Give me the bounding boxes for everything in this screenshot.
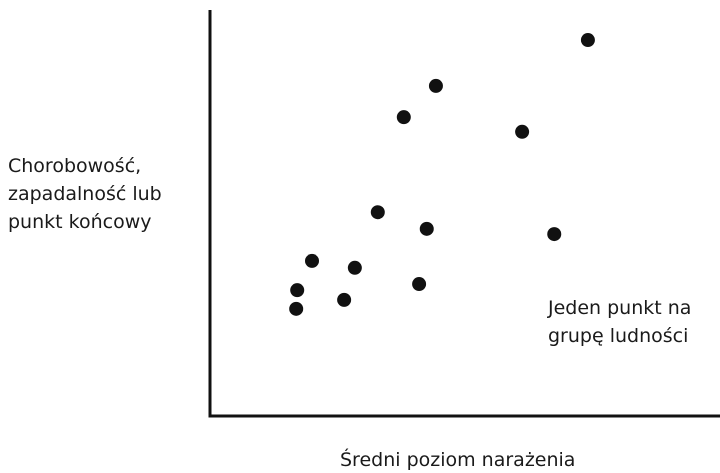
data-point	[337, 292, 352, 307]
data-point	[419, 221, 434, 236]
annotation: Jeden punkt na	[547, 297, 691, 319]
y-axis-label: Chorobowość,	[8, 155, 141, 177]
data-point	[396, 110, 411, 125]
y-axis-label: punkt końcowy	[8, 211, 151, 233]
data-point	[412, 277, 427, 292]
data-point	[580, 33, 595, 48]
y-axis-label: zapadalność lub	[8, 183, 162, 205]
data-point	[290, 283, 305, 298]
data-point	[289, 301, 304, 316]
x-axis-label: Średni poziom narażenia	[340, 447, 575, 471]
data-point	[547, 227, 562, 242]
data-point	[370, 205, 385, 220]
data-point	[428, 78, 443, 93]
annotation: grupę ludności	[548, 325, 688, 347]
data-point	[305, 253, 319, 268]
data-point	[347, 260, 362, 275]
data-point	[515, 124, 530, 139]
